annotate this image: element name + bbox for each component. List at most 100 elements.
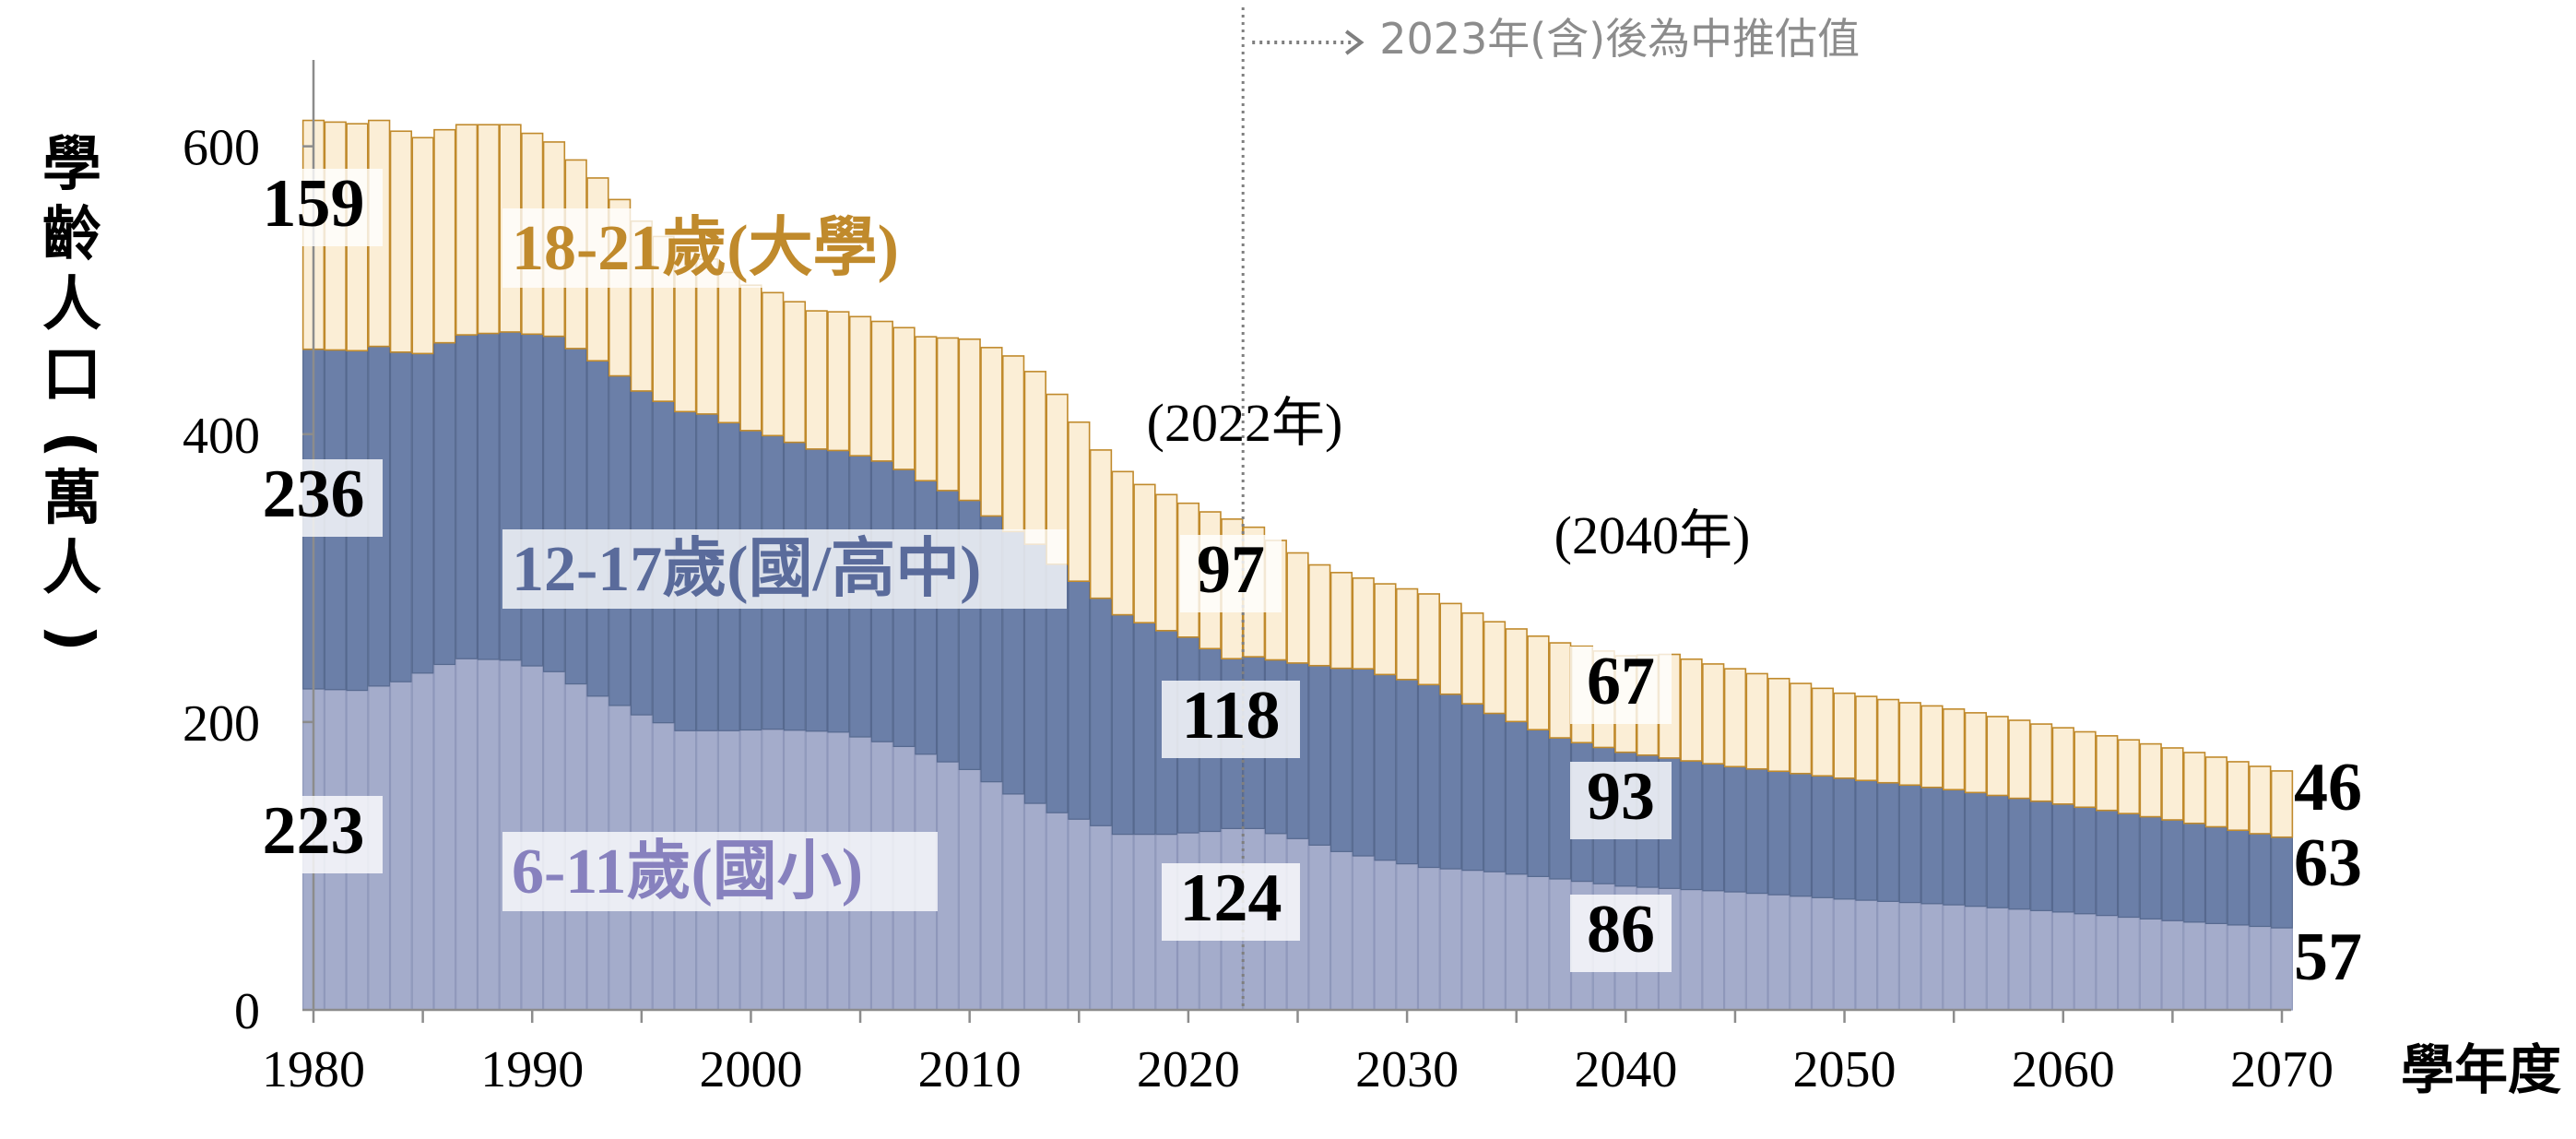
bar-age_18_21-2067: [2204, 756, 2227, 828]
bar-age_18_21-2063: [2117, 739, 2141, 814]
bar-age_12_17-1987: [455, 334, 479, 659]
year-annotations: (2022年) (2040年): [1147, 393, 1751, 565]
bar-age_12_17-2049: [1811, 775, 1834, 898]
value-label-bg-age_12_17-2040: [1570, 762, 1672, 839]
bar-age_12_17-2008: [915, 480, 938, 755]
bar-age_12_17-2070: [2271, 836, 2293, 929]
bar-age_18_21-2069: [2249, 765, 2272, 835]
bar-age_18_21-2070: [2270, 770, 2294, 838]
bar-age_12_17-2027: [1329, 668, 1353, 852]
bar-age_18_21-2047: [1767, 677, 1790, 773]
bar-age_18_21-2066: [2182, 752, 2206, 825]
bar-age_6_11-2061: [2074, 913, 2097, 1011]
bar-age_12_17-2047: [1767, 770, 1790, 896]
bar-age_12_17-2016: [1090, 598, 1112, 826]
bar-age_12_17-2029: [1374, 673, 1397, 861]
bar-age_12_17-2030: [1396, 679, 1419, 865]
x-tick-label-2010: 2010: [918, 1041, 1022, 1098]
bar-age_12_17-2046: [1745, 768, 1768, 895]
bar-age_18_21-2018: [1133, 483, 1156, 624]
bar-age_18_21-2056: [1964, 712, 1988, 794]
y-axis-title-char: 齡: [42, 201, 101, 269]
bar-age_6_11-2046: [1745, 892, 1768, 1011]
y-axis-title-char: 學: [42, 131, 101, 199]
bar-age_18_21-2054: [1920, 705, 1944, 789]
bar-age_12_17-2052: [1877, 782, 1899, 902]
value-label-bg-age_12_17-2022: [1162, 681, 1300, 758]
bar-age_12_17-1988: [477, 332, 500, 660]
bar-age_12_17-2032: [1439, 694, 1462, 870]
bar-age_18_21-2004: [827, 311, 850, 452]
bar-age_12_17-1985: [411, 352, 434, 674]
x-tick-label-2070: 2070: [2230, 1041, 2334, 1098]
bar-age_6_11-2053: [1898, 901, 1921, 1011]
bar-age_18_21-2053: [1898, 702, 1921, 787]
bar-age_6_11-1986: [433, 663, 456, 1011]
bar-age_18_21-2012: [1001, 355, 1025, 533]
bar-age_12_17-2028: [1352, 668, 1375, 857]
bar-age_6_11-2069: [2249, 925, 2272, 1011]
bar-age_6_11-2028: [1352, 855, 1375, 1011]
bar-age_18_21-2001: [762, 291, 785, 437]
bar-age_18_21-2019: [1155, 493, 1178, 632]
bar-age_6_11-2037: [1549, 878, 1572, 1011]
bar-age_12_17-2056: [1964, 791, 1987, 908]
bar-age_18_21-1999: [717, 271, 740, 424]
bar-age_6_11-2060: [2051, 911, 2074, 1011]
value-label-bg-age_6_11-2022: [1162, 863, 1300, 941]
value-label-age_12_17-2022: 118: [1182, 678, 1281, 753]
bar-age_6_11-2014: [1046, 812, 1069, 1011]
bar-age_6_11-2043: [1680, 888, 1703, 1011]
series-name-18-21: 18-21歲(大學): [512, 213, 899, 284]
value-label-age_6_11-2040: 86: [1587, 892, 1655, 967]
bar-age_18_21-2033: [1461, 611, 1484, 705]
bar-age_12_17-1991: [542, 336, 565, 672]
bar-age_6_11-2064: [2139, 918, 2162, 1011]
bar-age_12_17-2034: [1483, 712, 1506, 872]
bar-age_18_21-2017: [1111, 470, 1134, 616]
bar-age_6_11-2058: [2008, 908, 2031, 1011]
series-name-6-11: 6-11歲(國小): [512, 836, 863, 908]
bar-age_18_21-2000: [739, 284, 762, 432]
bar-age_12_17-2069: [2249, 833, 2272, 928]
bar-age_18_21-2032: [1439, 602, 1462, 695]
bar-age_6_11-1984: [389, 681, 412, 1011]
value-label-bg-age_6_11-2040: [1570, 895, 1672, 972]
bar-age_12_17-2031: [1417, 683, 1440, 869]
bar-age_12_17-1989: [499, 331, 522, 661]
bar-age_18_21-2029: [1374, 583, 1397, 676]
bar-age_18_21-2005: [848, 315, 872, 457]
bar-age_12_17-2062: [2096, 810, 2119, 917]
tick-labels: 0 200 400 600 1980 1990 2000 2010 2020 2030 2040 20…: [183, 120, 2334, 1098]
bar-age_18_21-2027: [1329, 572, 1353, 670]
value-label-age_12_17-2040: 93: [1587, 759, 1655, 835]
series-name-12-17: 12-17歲(國/高中): [512, 533, 981, 605]
bar-age_12_17-2060: [2051, 803, 2074, 913]
bar-age_18_21-2049: [1811, 687, 1834, 777]
bar-age_6_11-2050: [1833, 898, 1856, 1011]
value-label-age_12_17-1980: 236: [263, 457, 365, 532]
bar-age_6_11-2052: [1877, 900, 1899, 1011]
bar-age_18_21-2028: [1352, 577, 1375, 670]
bar-age_6_11-2010: [958, 768, 981, 1011]
bar-age_18_21-1988: [477, 124, 500, 335]
data-labels: 223 124 86 57 236 118 93 63 159 97 67 46: [244, 166, 2362, 995]
value-label-bg-age_18_21-1980: [244, 169, 383, 246]
bar-age_18_21-2048: [1789, 682, 1813, 775]
x-tick-label-2040: 2040: [1574, 1041, 1677, 1098]
bar-age_18_21-1985: [411, 136, 434, 355]
bar-age_18_21-2002: [783, 301, 807, 444]
bar-age_6_11-1988: [477, 658, 500, 1011]
value-label-age_18_21-1980: 159: [263, 166, 365, 242]
series-name-bg-12-17: [502, 529, 1067, 609]
x-tick-label-2030: 2030: [1355, 1041, 1459, 1098]
bar-age_18_21-2050: [1833, 692, 1856, 779]
bar-age_6_11-2057: [1986, 907, 2009, 1011]
bar-age_12_17-2058: [2008, 797, 2031, 910]
bar-age_18_21-2058: [2008, 719, 2031, 800]
bar-age_18_21-2026: [1308, 564, 1331, 667]
bar-age_18_21-2036: [1527, 635, 1550, 731]
bar-age_6_11-2055: [1943, 904, 1966, 1011]
bar-age_12_17-2055: [1943, 789, 1966, 906]
